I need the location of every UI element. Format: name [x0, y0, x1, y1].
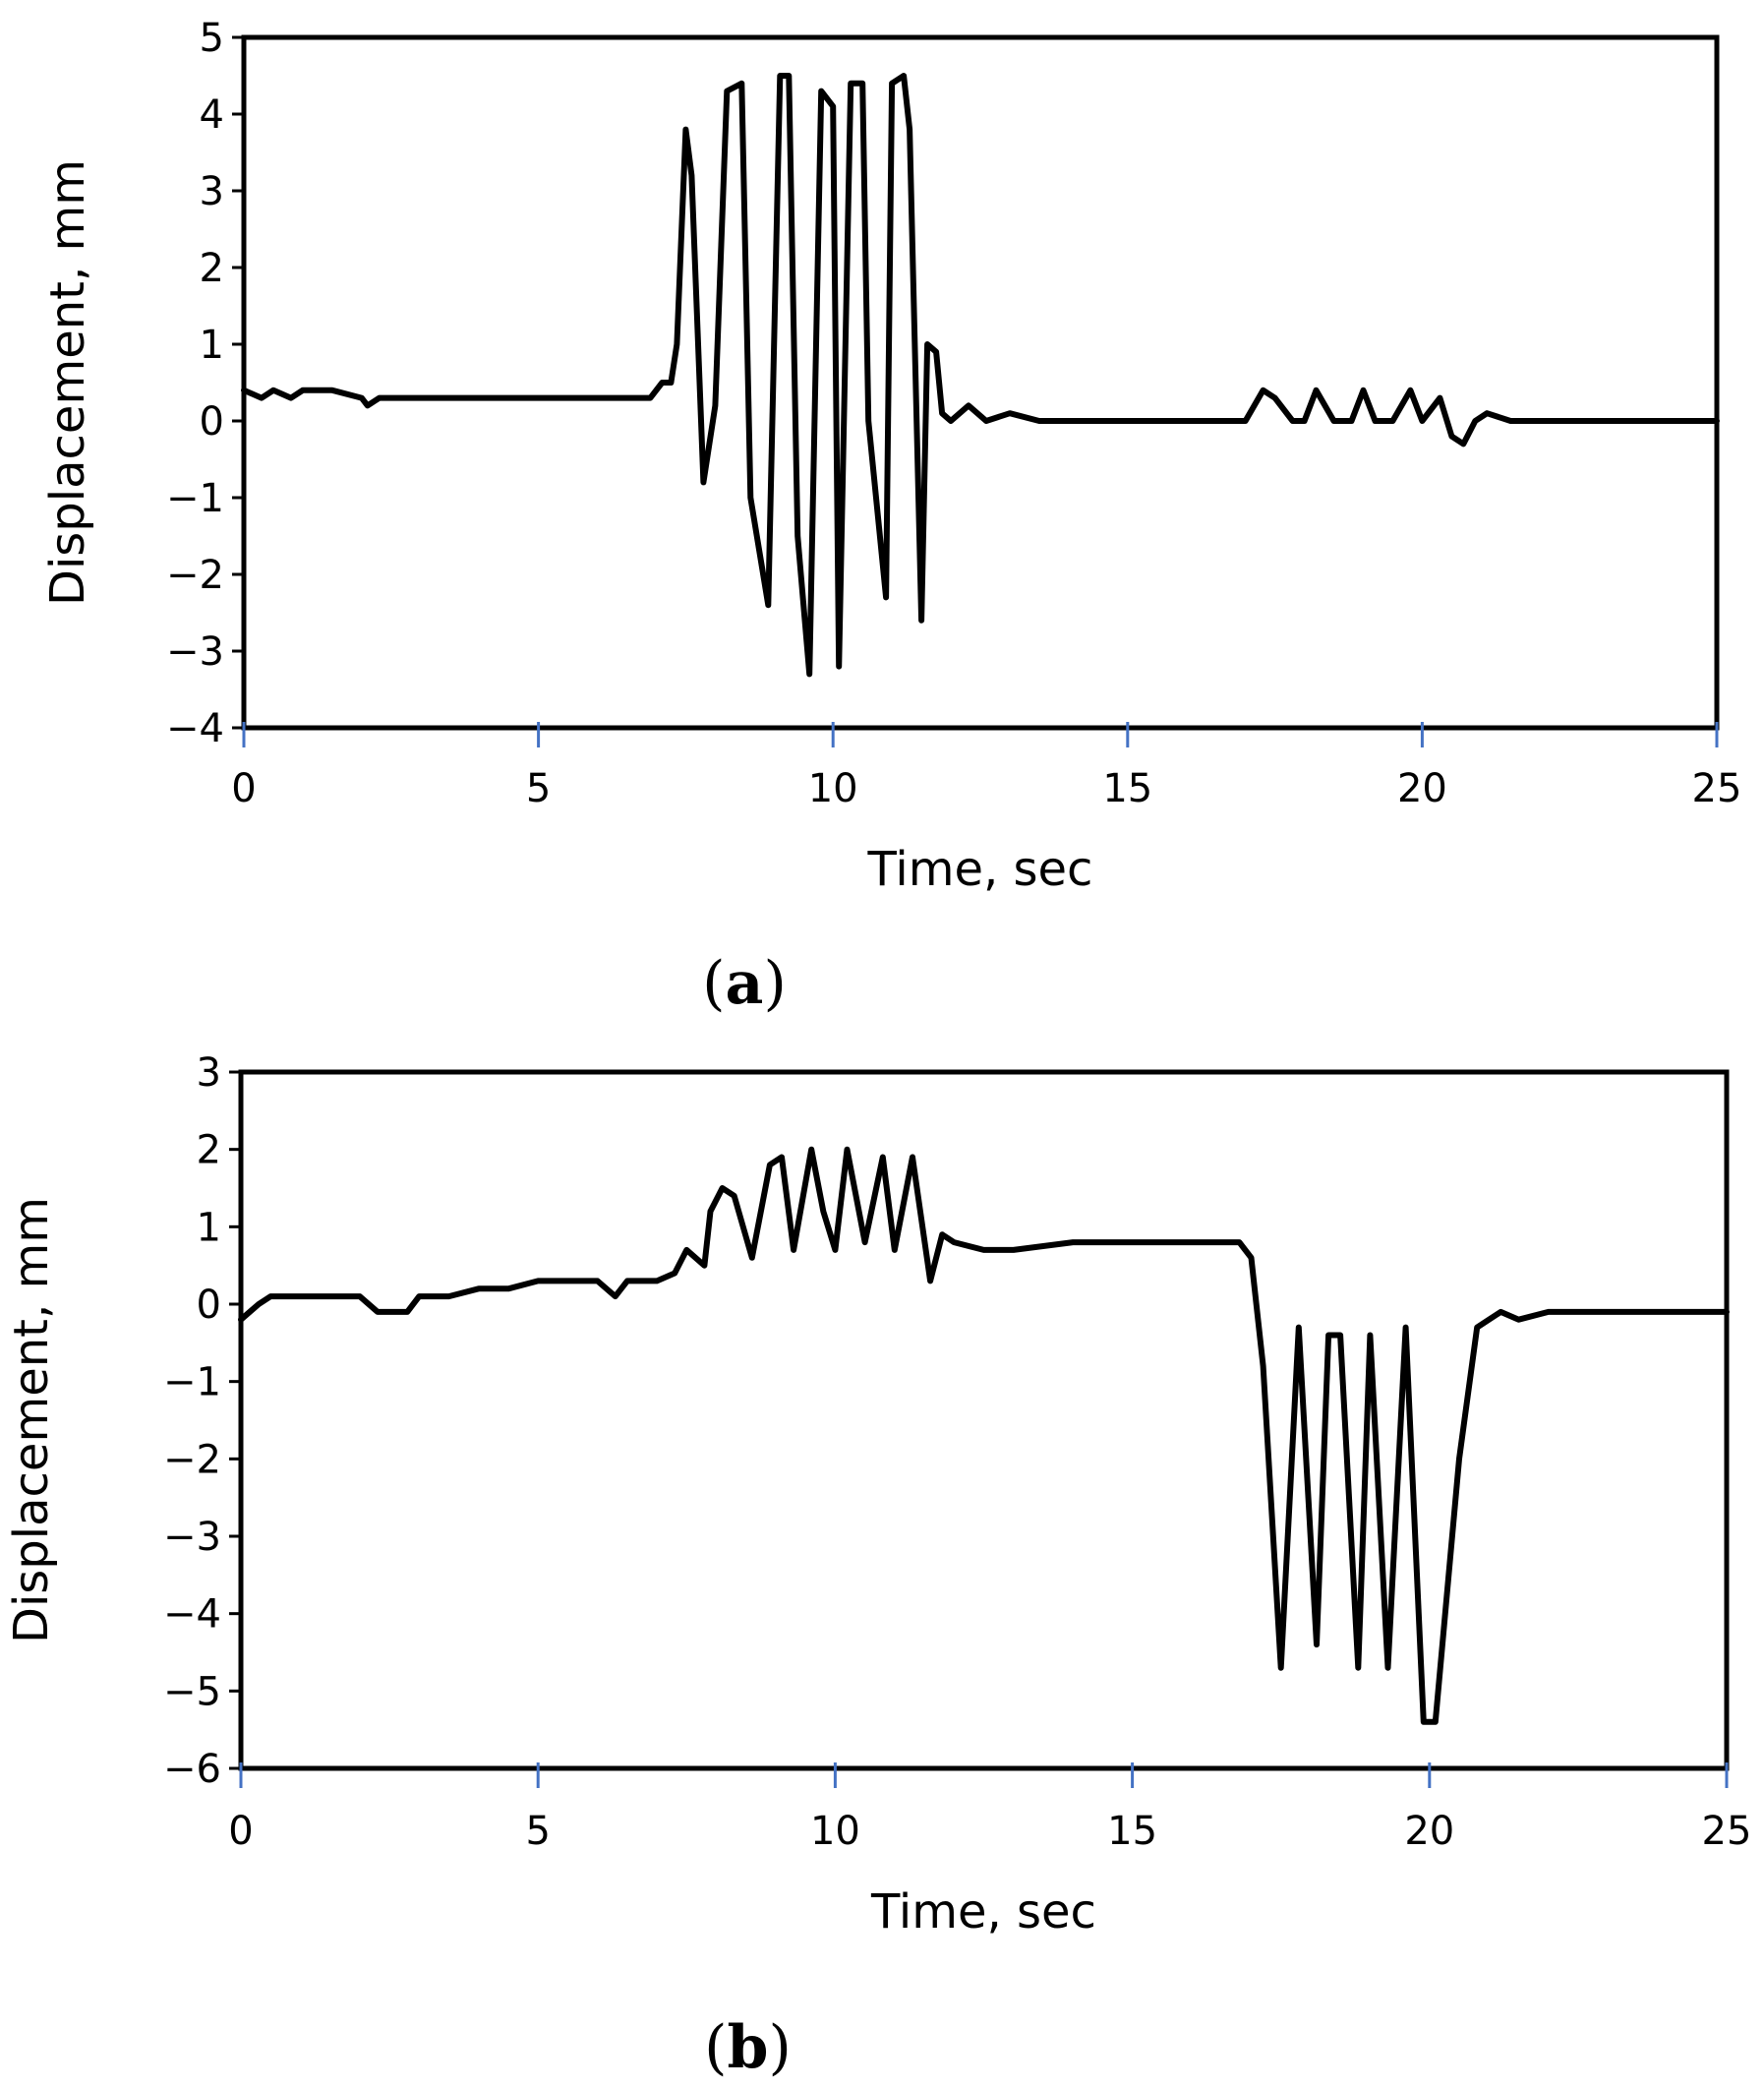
chart-b-y-tick-label: 2 [197, 1128, 221, 1173]
chart-b-y-tick-label: −5 [163, 1669, 221, 1714]
chart-b-x-tick-label: 0 [228, 1809, 253, 1854]
chart-b-x-axis-title: Time, sec [870, 1884, 1096, 1940]
chart-a-x-tick-label: 0 [231, 766, 256, 811]
chart-a-y-tick-label: 3 [200, 169, 224, 214]
chart-b-y-axis-title: Displacement, mm [4, 1197, 59, 1643]
chart-a-x-tick-label: 5 [526, 766, 551, 811]
chart-a-plot-frame [241, 34, 1720, 731]
chart-a-x-tick-label: 10 [808, 766, 858, 811]
chart-b-series-line [238, 1146, 1730, 1725]
chart-b-x-tick-label: 10 [810, 1809, 860, 1854]
chart-a-y-tick-label: 0 [200, 399, 224, 445]
chart-a-y-axis-title: Displacement, mm [40, 159, 95, 606]
chart-a-y-tick-label: 1 [200, 323, 224, 368]
chart-a-y-tick-label: 4 [200, 92, 224, 138]
chart-a-y-tick-label: −4 [166, 706, 224, 751]
chart-b-x-tick-label: 20 [1404, 1809, 1454, 1854]
chart-a-series-line [241, 73, 1720, 678]
chart-b-panel-label: (b) [704, 2013, 792, 2082]
chart-a-y-tick-label: −1 [166, 476, 224, 521]
chart-b-plot-frame [238, 1069, 1730, 1771]
chart-b-y-tick-label: −2 [163, 1437, 221, 1482]
chart-b-y-tick-label: −3 [163, 1515, 221, 1560]
chart-panel-a: 5 4 3 2 1 0 −1 −2 −3 −4 0 5 10 15 20 25 Time, sec Displac… [0, 0, 1764, 1033]
chart-a-y-tick-label: −3 [166, 629, 224, 675]
chart-b-x-tick-label: 25 [1702, 1809, 1752, 1854]
chart-a-x-tick-label: 25 [1692, 766, 1742, 811]
chart-b-y-tick-label: 3 [197, 1050, 221, 1096]
chart-b-y-tick-label: −4 [163, 1592, 221, 1638]
chart-panel-b: 3 2 1 0 −1 −2 −3 −4 −5 −6 0 5 10 15 20 25 Time, sec Displ… [0, 1033, 1764, 2089]
chart-b-x-tick-label: 15 [1107, 1809, 1157, 1854]
chart-a-x-tick-label: 20 [1397, 766, 1447, 811]
chart-a-y-tick-label: 5 [200, 16, 224, 61]
chart-b-y-tick-label: 1 [197, 1205, 221, 1250]
chart-a-y-tick-label: 2 [200, 246, 224, 291]
chart-a-x-axis-title: Time, sec [867, 842, 1093, 897]
chart-a-panel-label: (a) [702, 949, 787, 1018]
chart-b-x-tick-label: 5 [525, 1809, 550, 1854]
chart-b-y-tick-label: −1 [163, 1360, 221, 1405]
chart-b-y-tick-label: 0 [197, 1283, 221, 1328]
chart-b-y-tick-label: −6 [163, 1747, 221, 1792]
chart-a-y-tick-label: −2 [166, 553, 224, 598]
chart-a-x-tick-label: 15 [1102, 766, 1152, 811]
